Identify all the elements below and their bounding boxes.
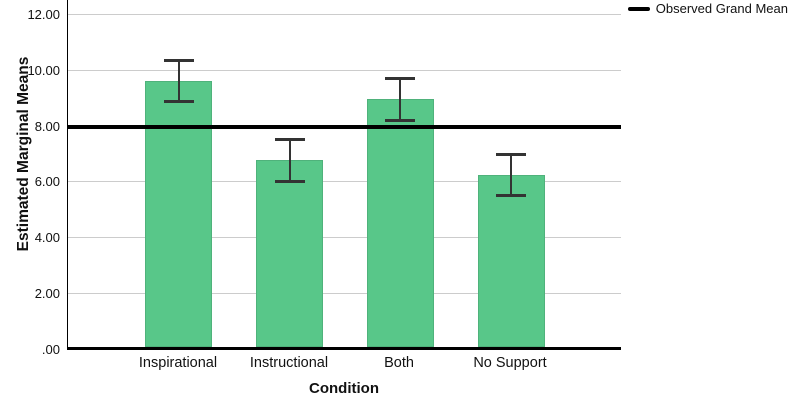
y-tick-label: 8.00 bbox=[34, 119, 60, 134]
error-bar-stem bbox=[510, 154, 512, 195]
legend-label: Observed Grand Mean bbox=[655, 1, 788, 16]
gridline bbox=[68, 14, 621, 15]
y-tick-label: .00 bbox=[41, 342, 60, 357]
legend: Observed Grand Mean bbox=[627, 1, 788, 16]
bar-no-support bbox=[478, 175, 545, 347]
x-axis-title: Condition bbox=[309, 380, 379, 397]
error-bar-cap-bottom bbox=[275, 180, 305, 183]
gridline bbox=[68, 181, 621, 182]
error-bar-cap-top bbox=[164, 59, 194, 62]
y-tick-label: 6.00 bbox=[34, 174, 60, 189]
error-bar-cap-bottom bbox=[164, 100, 194, 103]
error-bar-stem bbox=[178, 60, 180, 101]
bar-instructional bbox=[256, 160, 323, 347]
error-bar-cap-top bbox=[385, 77, 415, 80]
y-axis-title: Estimated Marginal Means bbox=[15, 56, 32, 252]
plot-area bbox=[67, 0, 621, 350]
y-tick-label: 10.00 bbox=[27, 63, 60, 78]
y-tick-label: 12.00 bbox=[27, 7, 60, 22]
bar-both bbox=[367, 99, 434, 347]
gridline bbox=[68, 70, 621, 71]
x-tick-label-inspirational: Inspirational bbox=[138, 355, 218, 371]
bar-inspirational bbox=[145, 81, 212, 347]
grand-mean-line bbox=[68, 125, 621, 129]
error-bar-stem bbox=[399, 78, 401, 120]
x-tick-label-both: Both bbox=[384, 355, 414, 371]
error-bar-stem bbox=[289, 139, 291, 181]
error-bar-cap-bottom bbox=[385, 119, 415, 122]
x-tick-label-instructional: Instructional bbox=[249, 355, 329, 371]
error-bar-cap-bottom bbox=[496, 194, 526, 197]
gridline bbox=[68, 237, 621, 238]
grand-mean-line-icon bbox=[627, 6, 650, 11]
y-tick-label: 4.00 bbox=[34, 230, 60, 245]
error-bar-cap-top bbox=[496, 153, 526, 156]
x-tick-label-no-support: No Support bbox=[473, 355, 547, 371]
error-bar-cap-top bbox=[275, 138, 305, 141]
gridline bbox=[68, 293, 621, 294]
y-tick-label: 2.00 bbox=[34, 286, 60, 301]
